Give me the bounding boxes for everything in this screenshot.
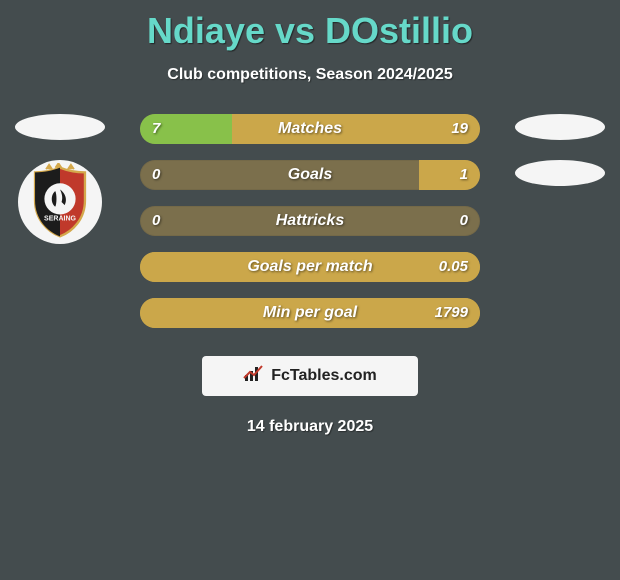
stat-label: Hattricks — [140, 206, 480, 236]
stat-value-right: 1799 — [435, 298, 468, 328]
stat-value-right: 19 — [451, 114, 468, 144]
seraing-crest-icon: SERAING — [21, 163, 99, 241]
stat-label: Min per goal — [140, 298, 480, 328]
stat-row: Min per goal1799 — [140, 298, 480, 328]
stat-row: Matches7 19 — [140, 114, 480, 144]
stat-row: Goals0 1 — [140, 160, 480, 190]
brand-box: FcTables.com — [202, 356, 418, 396]
club-placeholder-right — [515, 160, 605, 186]
chart-icon — [243, 365, 265, 388]
stat-row: Goals per match0.05 — [140, 252, 480, 282]
stat-label: Matches — [140, 114, 480, 144]
stat-label: Goals — [140, 160, 480, 190]
right-team-column — [500, 114, 620, 186]
stat-value-right: 0 — [460, 206, 468, 236]
stat-value-left: 0 — [152, 206, 160, 236]
stat-bars: Matches719Goals01Hattricks00Goals per ma… — [140, 114, 480, 328]
footer-date: 14 february 2025 — [0, 418, 620, 436]
stat-value-left: 7 — [152, 114, 160, 144]
stat-row: Hattricks0 0 — [140, 206, 480, 236]
club-badge-left: SERAING — [18, 160, 102, 244]
stat-value-right: 1 — [460, 160, 468, 190]
player-placeholder-left — [15, 114, 105, 140]
comparison-content: SERAING Matches719Goals01Hattricks00Goal… — [0, 114, 620, 328]
player-placeholder-right — [515, 114, 605, 140]
crest-text: SERAING — [44, 216, 76, 223]
stat-label: Goals per match — [140, 252, 480, 282]
brand-text: FcTables.com — [271, 367, 377, 385]
left-team-column: SERAING — [0, 114, 120, 244]
subtitle: Club competitions, Season 2024/2025 — [0, 66, 620, 84]
page-title: Ndiaye vs DOstillio — [0, 0, 620, 52]
stat-value-left: 0 — [152, 160, 160, 190]
stat-value-right: 0.05 — [439, 252, 468, 282]
